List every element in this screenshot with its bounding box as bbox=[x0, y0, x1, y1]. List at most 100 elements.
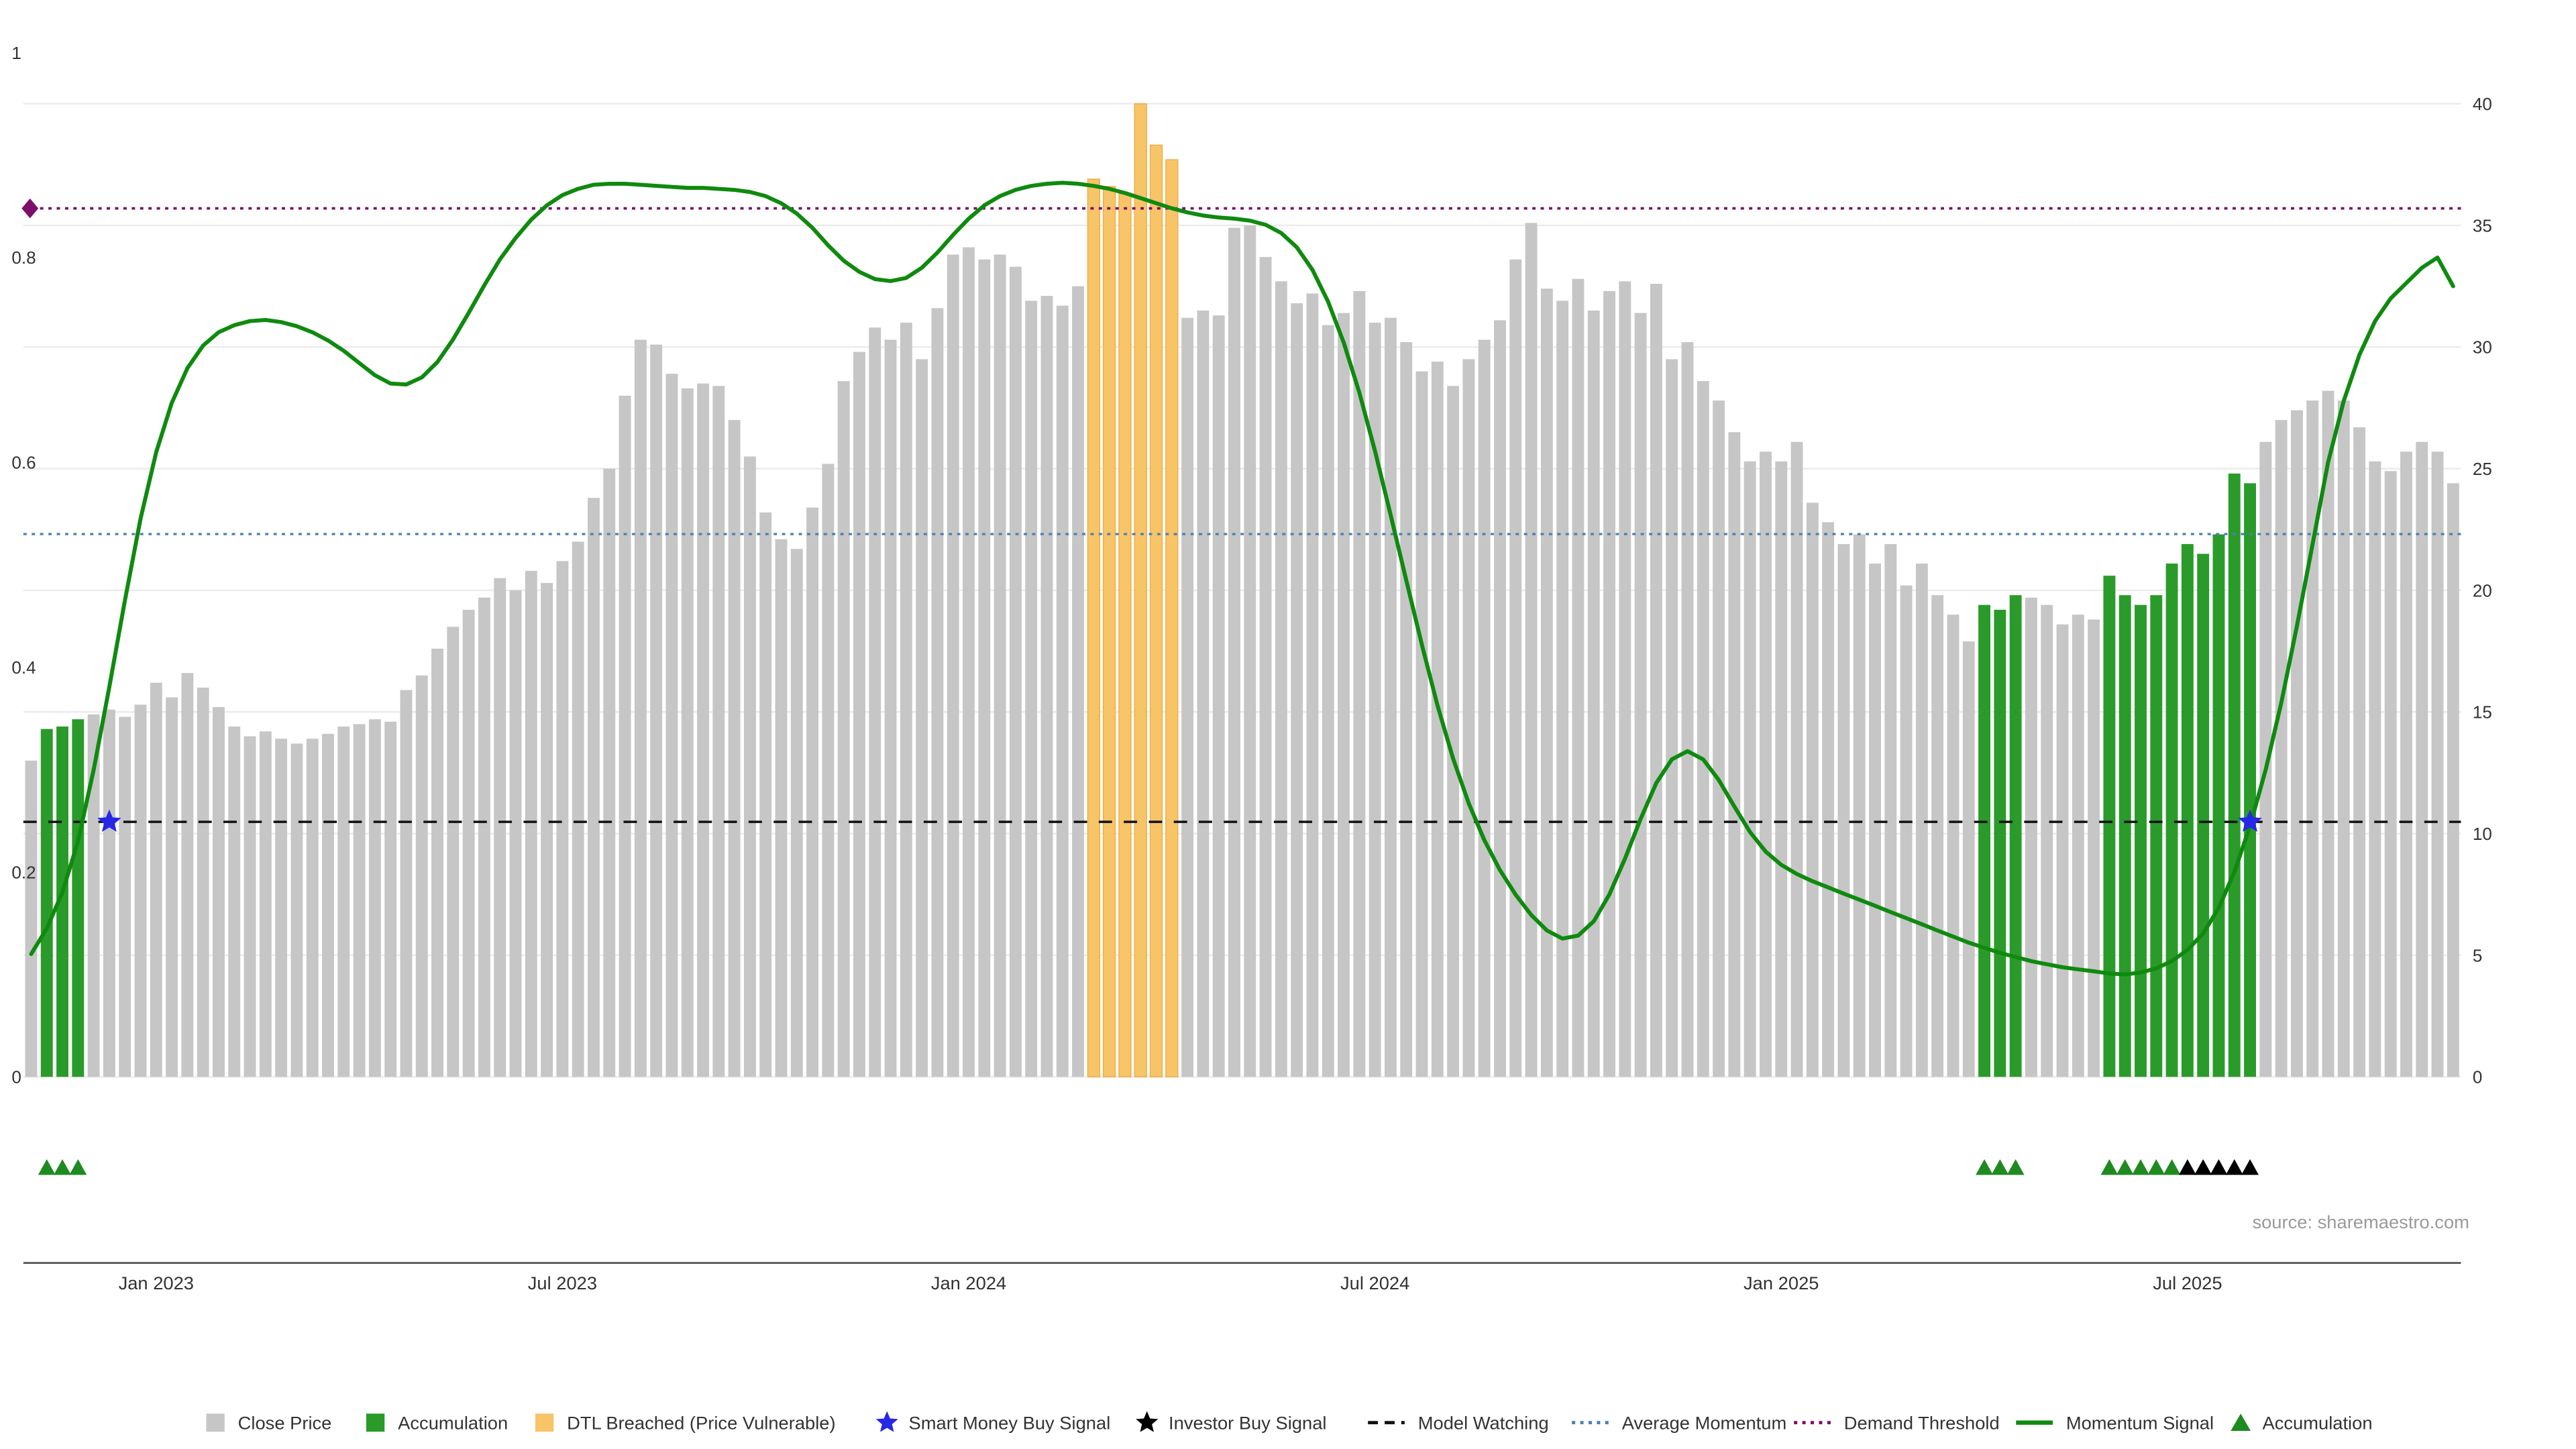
smart-money-buy-signal-star bbox=[97, 809, 121, 833]
close-price-bar bbox=[1837, 544, 1850, 1077]
legend-label: Demand Threshold bbox=[1844, 1413, 2000, 1434]
close-price-bar bbox=[1040, 296, 1053, 1077]
close-price-bar bbox=[1494, 320, 1506, 1077]
legend-item: Demand Threshold bbox=[1794, 1413, 2000, 1434]
close-price-bar bbox=[1760, 451, 1772, 1077]
accumulation-triangle bbox=[38, 1159, 56, 1175]
close-price-bar bbox=[1525, 223, 1538, 1077]
signal-triangle-row bbox=[38, 1159, 2259, 1175]
close-price-bar bbox=[1869, 564, 1881, 1077]
close-price-bar bbox=[306, 739, 319, 1077]
close-price-bar bbox=[384, 721, 397, 1077]
close-price-bar bbox=[1666, 359, 1678, 1077]
x-axis-tick-label: Jul 2025 bbox=[2153, 1273, 2222, 1293]
close-price-bar bbox=[1509, 259, 1522, 1077]
x-axis-tick-label: Jan 2023 bbox=[119, 1273, 194, 1293]
right-axis-tick-label: 40 bbox=[2473, 95, 2492, 114]
x-axis-tick-label: Jan 2025 bbox=[1743, 1273, 1819, 1293]
close-price-bar bbox=[775, 539, 788, 1077]
close-price-bar bbox=[1447, 386, 1460, 1077]
legend-label: Close Price bbox=[238, 1413, 332, 1434]
accumulation-triangle bbox=[2132, 1159, 2149, 1175]
close-price-bar bbox=[2275, 420, 2288, 1077]
accumulation-bar bbox=[2009, 595, 2022, 1077]
right-axis-tick-label: 0 bbox=[2473, 1069, 2483, 1087]
accumulation-bar bbox=[2181, 544, 2194, 1077]
close-price-bar bbox=[1697, 381, 1709, 1077]
legend-label: Smart Money Buy Signal bbox=[909, 1413, 1111, 1434]
close-price-bar bbox=[1368, 323, 1381, 1077]
close-price-bar bbox=[650, 344, 663, 1077]
accumulation-triangle bbox=[2006, 1159, 2025, 1175]
close-price-bar bbox=[1259, 257, 1272, 1077]
close-price-bar bbox=[1197, 310, 1210, 1077]
accumulation-bar bbox=[2197, 553, 2210, 1077]
close-price-bar bbox=[2290, 410, 2303, 1077]
close-price-bar bbox=[462, 609, 475, 1077]
investor-buy-triangle bbox=[2210, 1159, 2228, 1175]
close-price-bar bbox=[1619, 281, 1631, 1077]
close-price-bar bbox=[2306, 400, 2319, 1077]
left-axis-tick-label: 0.6 bbox=[11, 454, 36, 473]
dtl-breached-bar bbox=[1102, 186, 1116, 1078]
close-price-bar bbox=[572, 541, 584, 1077]
close-price-bar bbox=[1353, 290, 1366, 1077]
close-price-bar bbox=[181, 673, 194, 1077]
accumulation-bar bbox=[1978, 604, 1991, 1077]
legend: Close Price Accumulation DTL Breached (Pri… bbox=[206, 1411, 2373, 1434]
close-price-bar bbox=[1478, 339, 1491, 1077]
dtl-breached-bar bbox=[1087, 178, 1101, 1078]
close-price-bar bbox=[1275, 281, 1287, 1077]
close-price-bar bbox=[1853, 534, 1866, 1077]
accumulation-bar bbox=[2135, 604, 2147, 1077]
dtl-breached-bar bbox=[1165, 159, 1179, 1078]
close-price-bar bbox=[353, 724, 366, 1077]
close-price-bar bbox=[806, 507, 819, 1077]
close-price-bar bbox=[1291, 303, 1303, 1077]
close-price-bar bbox=[853, 352, 865, 1077]
close-price-bar bbox=[400, 690, 413, 1077]
close-price-bar bbox=[1900, 585, 1913, 1077]
close-price-bar bbox=[900, 323, 912, 1077]
close-price-bar bbox=[1884, 544, 1897, 1077]
close-price-bar bbox=[1400, 342, 1413, 1077]
close-price-bar bbox=[1572, 278, 1585, 1077]
close-price-bar bbox=[916, 359, 928, 1077]
close-price-bar bbox=[1790, 441, 1803, 1077]
close-price-bar bbox=[509, 590, 522, 1077]
accumulation-bar bbox=[2118, 595, 2131, 1077]
left-axis-tick-label: 0 bbox=[11, 1069, 21, 1087]
close-price-bar bbox=[1947, 614, 1960, 1077]
close-price-bar bbox=[447, 627, 460, 1077]
close-price-bar bbox=[588, 498, 600, 1077]
close-price-bar bbox=[290, 743, 303, 1077]
x-axis-tick-label: Jul 2023 bbox=[528, 1273, 597, 1293]
close-price-bar bbox=[541, 583, 553, 1077]
close-price-bar bbox=[150, 682, 162, 1077]
accumulation-triangle bbox=[2163, 1159, 2181, 1175]
left-axis-tick-label: 1 bbox=[11, 44, 21, 63]
accumulation-bar bbox=[2165, 564, 2178, 1077]
demand-threshold-diamond bbox=[21, 198, 39, 219]
legend-swatch-smart_money_star bbox=[875, 1411, 898, 1432]
close-price-bar bbox=[213, 707, 225, 1077]
close-price-bar bbox=[2416, 441, 2428, 1077]
close-price-bar bbox=[869, 327, 881, 1077]
legend-item: Close Price bbox=[206, 1413, 331, 1434]
close-price-bar bbox=[322, 733, 334, 1077]
accumulation-bar bbox=[2244, 483, 2256, 1077]
close-price-bar bbox=[1338, 313, 1350, 1077]
close-price-bar bbox=[1025, 301, 1038, 1077]
investor-buy-triangle bbox=[2194, 1159, 2212, 1175]
x-axis-tick-label: Jan 2024 bbox=[931, 1273, 1006, 1293]
close-price-bar bbox=[963, 247, 975, 1077]
close-price-bar bbox=[244, 736, 256, 1077]
close-price-bar bbox=[1540, 288, 1553, 1077]
close-price-bar bbox=[1462, 359, 1475, 1077]
close-price-bar bbox=[1556, 301, 1569, 1077]
legend-item: Momentum Signal bbox=[2016, 1413, 2214, 1434]
accumulation-bar bbox=[2212, 534, 2225, 1077]
legend-item: DTL Breached (Price Vulnerable) bbox=[535, 1413, 836, 1434]
accumulation-triangle bbox=[2100, 1159, 2118, 1175]
